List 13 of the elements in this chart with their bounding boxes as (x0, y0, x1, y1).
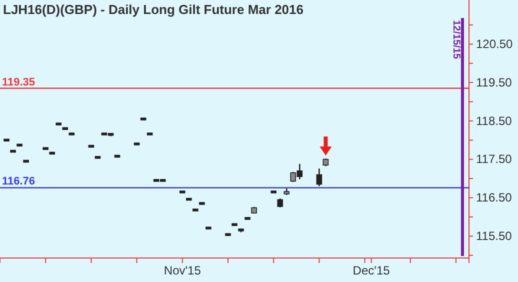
x-tick-label: Nov'15 (164, 264, 202, 278)
y-tick-label: 120.50 (476, 36, 514, 51)
x-tick-label: Dec'15 (352, 264, 390, 278)
ref-line-label: 119.35 (2, 76, 36, 88)
candlestick (316, 168, 322, 187)
y-tick-label: 118.50 (476, 114, 512, 128)
ref-line-label: 116.76 (2, 176, 36, 188)
y-tick-label: 116.50 (476, 190, 512, 205)
ref-line-label: 12/15/15 (450, 20, 462, 60)
y-tick-label: 115.50 (476, 228, 512, 243)
chart-title: LJH16(D)(GBP) - Daily Long Gilt Future Mar 2016 (3, 2, 304, 17)
y-tick-label: 117.50 (476, 152, 512, 166)
y-tick-label: 119.50 (476, 75, 512, 90)
